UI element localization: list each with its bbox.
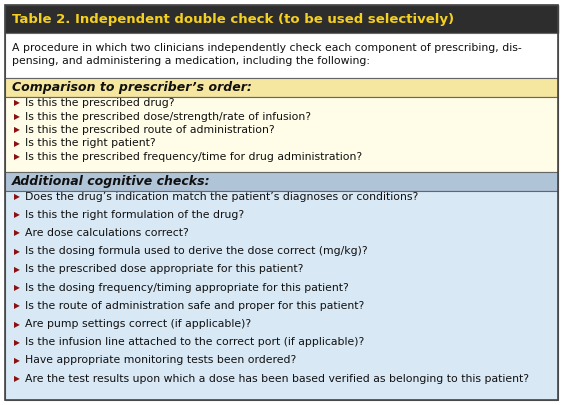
Text: ▶: ▶ [14, 374, 20, 383]
Text: ▶: ▶ [14, 192, 20, 201]
Text: ▶: ▶ [14, 320, 20, 328]
Text: ▶: ▶ [14, 283, 20, 292]
Text: ▶: ▶ [14, 139, 20, 148]
Text: Is the prescribed dose appropriate for this patient?: Is the prescribed dose appropriate for t… [25, 264, 303, 274]
Text: Is this the prescribed frequency/time for drug administration?: Is this the prescribed frequency/time fo… [25, 152, 362, 162]
Text: ▶: ▶ [14, 126, 20, 134]
Text: ▶: ▶ [14, 153, 20, 162]
Bar [5, 171, 558, 190]
Text: ▶: ▶ [14, 112, 20, 121]
Text: Additional cognitive checks:: Additional cognitive checks: [12, 175, 211, 188]
Bar [5, 33, 558, 78]
Text: Comparison to prescriber’s order:: Comparison to prescriber’s order: [12, 81, 252, 94]
Text: ▶: ▶ [14, 98, 20, 107]
Text: Is this the right patient?: Is this the right patient? [25, 139, 155, 149]
Text: Is the dosing frequency/timing appropriate for this patient?: Is the dosing frequency/timing appropria… [25, 283, 348, 292]
Text: ▶: ▶ [14, 338, 20, 347]
Text: Is this the right formulation of the drug?: Is this the right formulation of the dru… [25, 210, 244, 220]
Text: Does the drug’s indication match the patient’s diagnoses or conditions?: Does the drug’s indication match the pat… [25, 192, 418, 202]
Text: ▶: ▶ [14, 356, 20, 365]
Bar [5, 5, 558, 33]
Text: Is the route of administration safe and proper for this patient?: Is the route of administration safe and … [25, 301, 364, 311]
Text: Is this the prescribed drug?: Is this the prescribed drug? [25, 98, 175, 108]
Text: pensing, and administering a medication, including the following:: pensing, and administering a medication,… [12, 55, 370, 66]
Text: ▶: ▶ [14, 265, 20, 274]
Text: Is the dosing formula used to derive the dose correct (mg/kg)?: Is the dosing formula used to derive the… [25, 246, 368, 256]
Text: ▶: ▶ [14, 301, 20, 310]
Text: ▶: ▶ [14, 228, 20, 237]
Text: Is this the prescribed route of administration?: Is this the prescribed route of administ… [25, 125, 275, 135]
Text: Is the infusion line attached to the correct port (if applicable)?: Is the infusion line attached to the cor… [25, 337, 364, 347]
Bar [5, 78, 558, 97]
Text: Are pump settings correct (if applicable)?: Are pump settings correct (if applicable… [25, 319, 251, 329]
Text: Are the test results upon which a dose has been based verified as belonging to t: Are the test results upon which a dose h… [25, 374, 529, 384]
Text: ▶: ▶ [14, 247, 20, 256]
Bar [5, 97, 558, 171]
Text: Is this the prescribed dose/strength/rate of infusion?: Is this the prescribed dose/strength/rat… [25, 111, 311, 122]
Text: Are dose calculations correct?: Are dose calculations correct? [25, 228, 189, 238]
Text: Table 2. Independent double check (to be used selectively): Table 2. Independent double check (to be… [12, 13, 454, 26]
Text: Have appropriate monitoring tests been ordered?: Have appropriate monitoring tests been o… [25, 356, 296, 365]
Text: A procedure in which two clinicians independently check each component of prescr: A procedure in which two clinicians inde… [12, 43, 522, 53]
Bar [5, 190, 558, 400]
Text: ▶: ▶ [14, 210, 20, 219]
